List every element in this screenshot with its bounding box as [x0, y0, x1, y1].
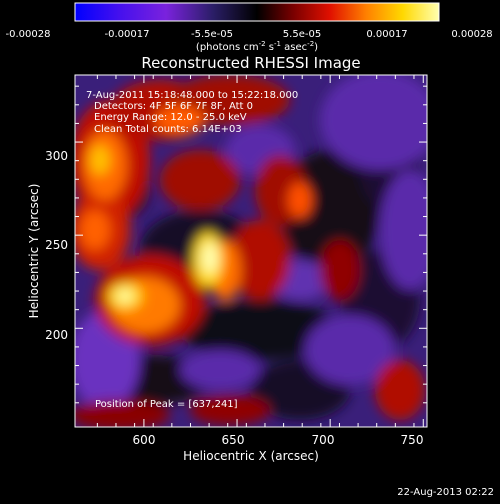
emission-blob [80, 210, 110, 250]
emission-blob [305, 315, 395, 385]
colorbar-tick-label: 5.5e-05 [283, 29, 321, 40]
timestamp: 22-Aug-2013 02:22 [397, 487, 494, 498]
info-time-range: 7-Aug-2011 15:18:48.000 to 15:22:18.000 [86, 90, 298, 101]
emission-blob [180, 350, 260, 390]
colorbar-tick-label: 0.00017 [366, 29, 407, 40]
emission-blob [375, 360, 425, 420]
emission-blob [202, 242, 218, 274]
colorbar-ticks: -0.00028 -0.00017 -5.5e-05 5.5e-05 0.00017 0.… [6, 29, 493, 40]
emission-blob [380, 170, 427, 290]
emission-blob [160, 150, 240, 210]
info-energy-range: Energy Range: 12.0 - 25.0 keV [94, 112, 247, 123]
x-tick-label: 600 [133, 433, 156, 447]
colorbar-tick-label: -0.00017 [105, 29, 150, 40]
emission-blob [280, 150, 380, 270]
y-tick-label: 250 [45, 238, 68, 252]
x-axis-label: Heliocentric X (arcsec) [183, 449, 319, 463]
emission-blob [180, 300, 340, 360]
plot-frame [74, 74, 428, 428]
emission-blob [190, 395, 270, 425]
x-tick-label: 700 [312, 433, 335, 447]
emission-blob [75, 400, 170, 427]
colorbar [74, 2, 440, 22]
axis-ticks [75, 75, 427, 427]
emission-blob [288, 182, 312, 218]
emission-blob [320, 75, 427, 170]
image-area [75, 75, 427, 427]
colorbar-unit-label: (photons cm-2 s-1 asec-2) [196, 40, 318, 53]
emission-blob [90, 145, 110, 175]
y-axis-label: Heliocentric Y (arcsec) [27, 184, 41, 319]
peak-position-label: Position of Peak = [637,241] [95, 399, 238, 410]
x-tick-label: 750 [401, 433, 424, 447]
y-tick-label: 200 [45, 328, 68, 342]
y-tick-label: 300 [45, 149, 68, 163]
emission-blob [155, 105, 205, 135]
emission-blob [117, 289, 133, 303]
info-clean-counts: Clean Total counts: 6.14E+03 [94, 124, 242, 135]
colorbar-tick-label: 0.00028 [451, 29, 492, 40]
emission-blob [230, 220, 290, 300]
emission-blob [320, 240, 360, 300]
colorbar-tick-label: -5.5e-05 [191, 29, 233, 40]
chart-title: Reconstructed RHESSI Image [141, 54, 360, 72]
x-tick-label: 650 [222, 433, 245, 447]
info-detectors: Detectors: 4F 5F 6F 7F 8F, Att 0 [94, 101, 253, 112]
colorbar-tick-label: -0.00028 [6, 29, 51, 40]
